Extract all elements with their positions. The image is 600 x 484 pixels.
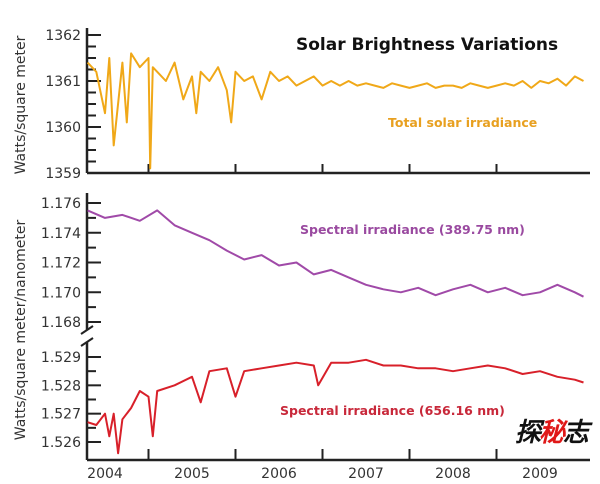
y-tick-label: 1.174 [41,226,81,242]
axis-break-mark [80,325,94,335]
y-tick-label: 1360 [45,120,81,136]
x-tick-label: 2009 [522,466,558,482]
y-tick-label: 1.526 [41,435,81,451]
y-axis-label-bottom: Watts/square meter/nanometer [13,220,29,441]
x-tick-label: 2005 [174,466,210,482]
series-line-2 [87,358,584,455]
y-tick-label: 1361 [45,74,81,90]
watermark-logo: 探秘志 [515,418,589,448]
x-tick-label: 2008 [435,466,471,482]
y-tick-label: 1.176 [41,196,81,212]
y-tick-label: 1.528 [41,378,81,394]
y-tick-label: 1.168 [41,315,81,331]
y-tick-label: 1.170 [41,285,81,301]
y-tick-label: 1.527 [41,407,81,423]
series-label-656: Spectral irradiance (656.16 nm) [280,403,505,418]
series-label-389: Spectral irradiance (389.75 nm) [300,222,525,237]
axis-break-mark [80,337,94,347]
y-axis-label-top: Watts/square meter [13,35,29,174]
series-line-0 [86,52,584,170]
y-tick-label: 1359 [45,166,81,182]
x-tick-label: 2004 [87,466,123,482]
series-line-1 [87,209,584,298]
chart-title: Solar Brightness Variations [296,35,558,55]
series-label-tsi: Total solar irradiance [388,115,537,130]
y-tick-label: 1362 [45,28,81,44]
y-tick-label: 1.172 [41,256,81,272]
x-tick-label: 2006 [261,466,297,482]
x-tick-label: 2007 [348,466,384,482]
y-tick-label: 1.529 [41,350,81,366]
